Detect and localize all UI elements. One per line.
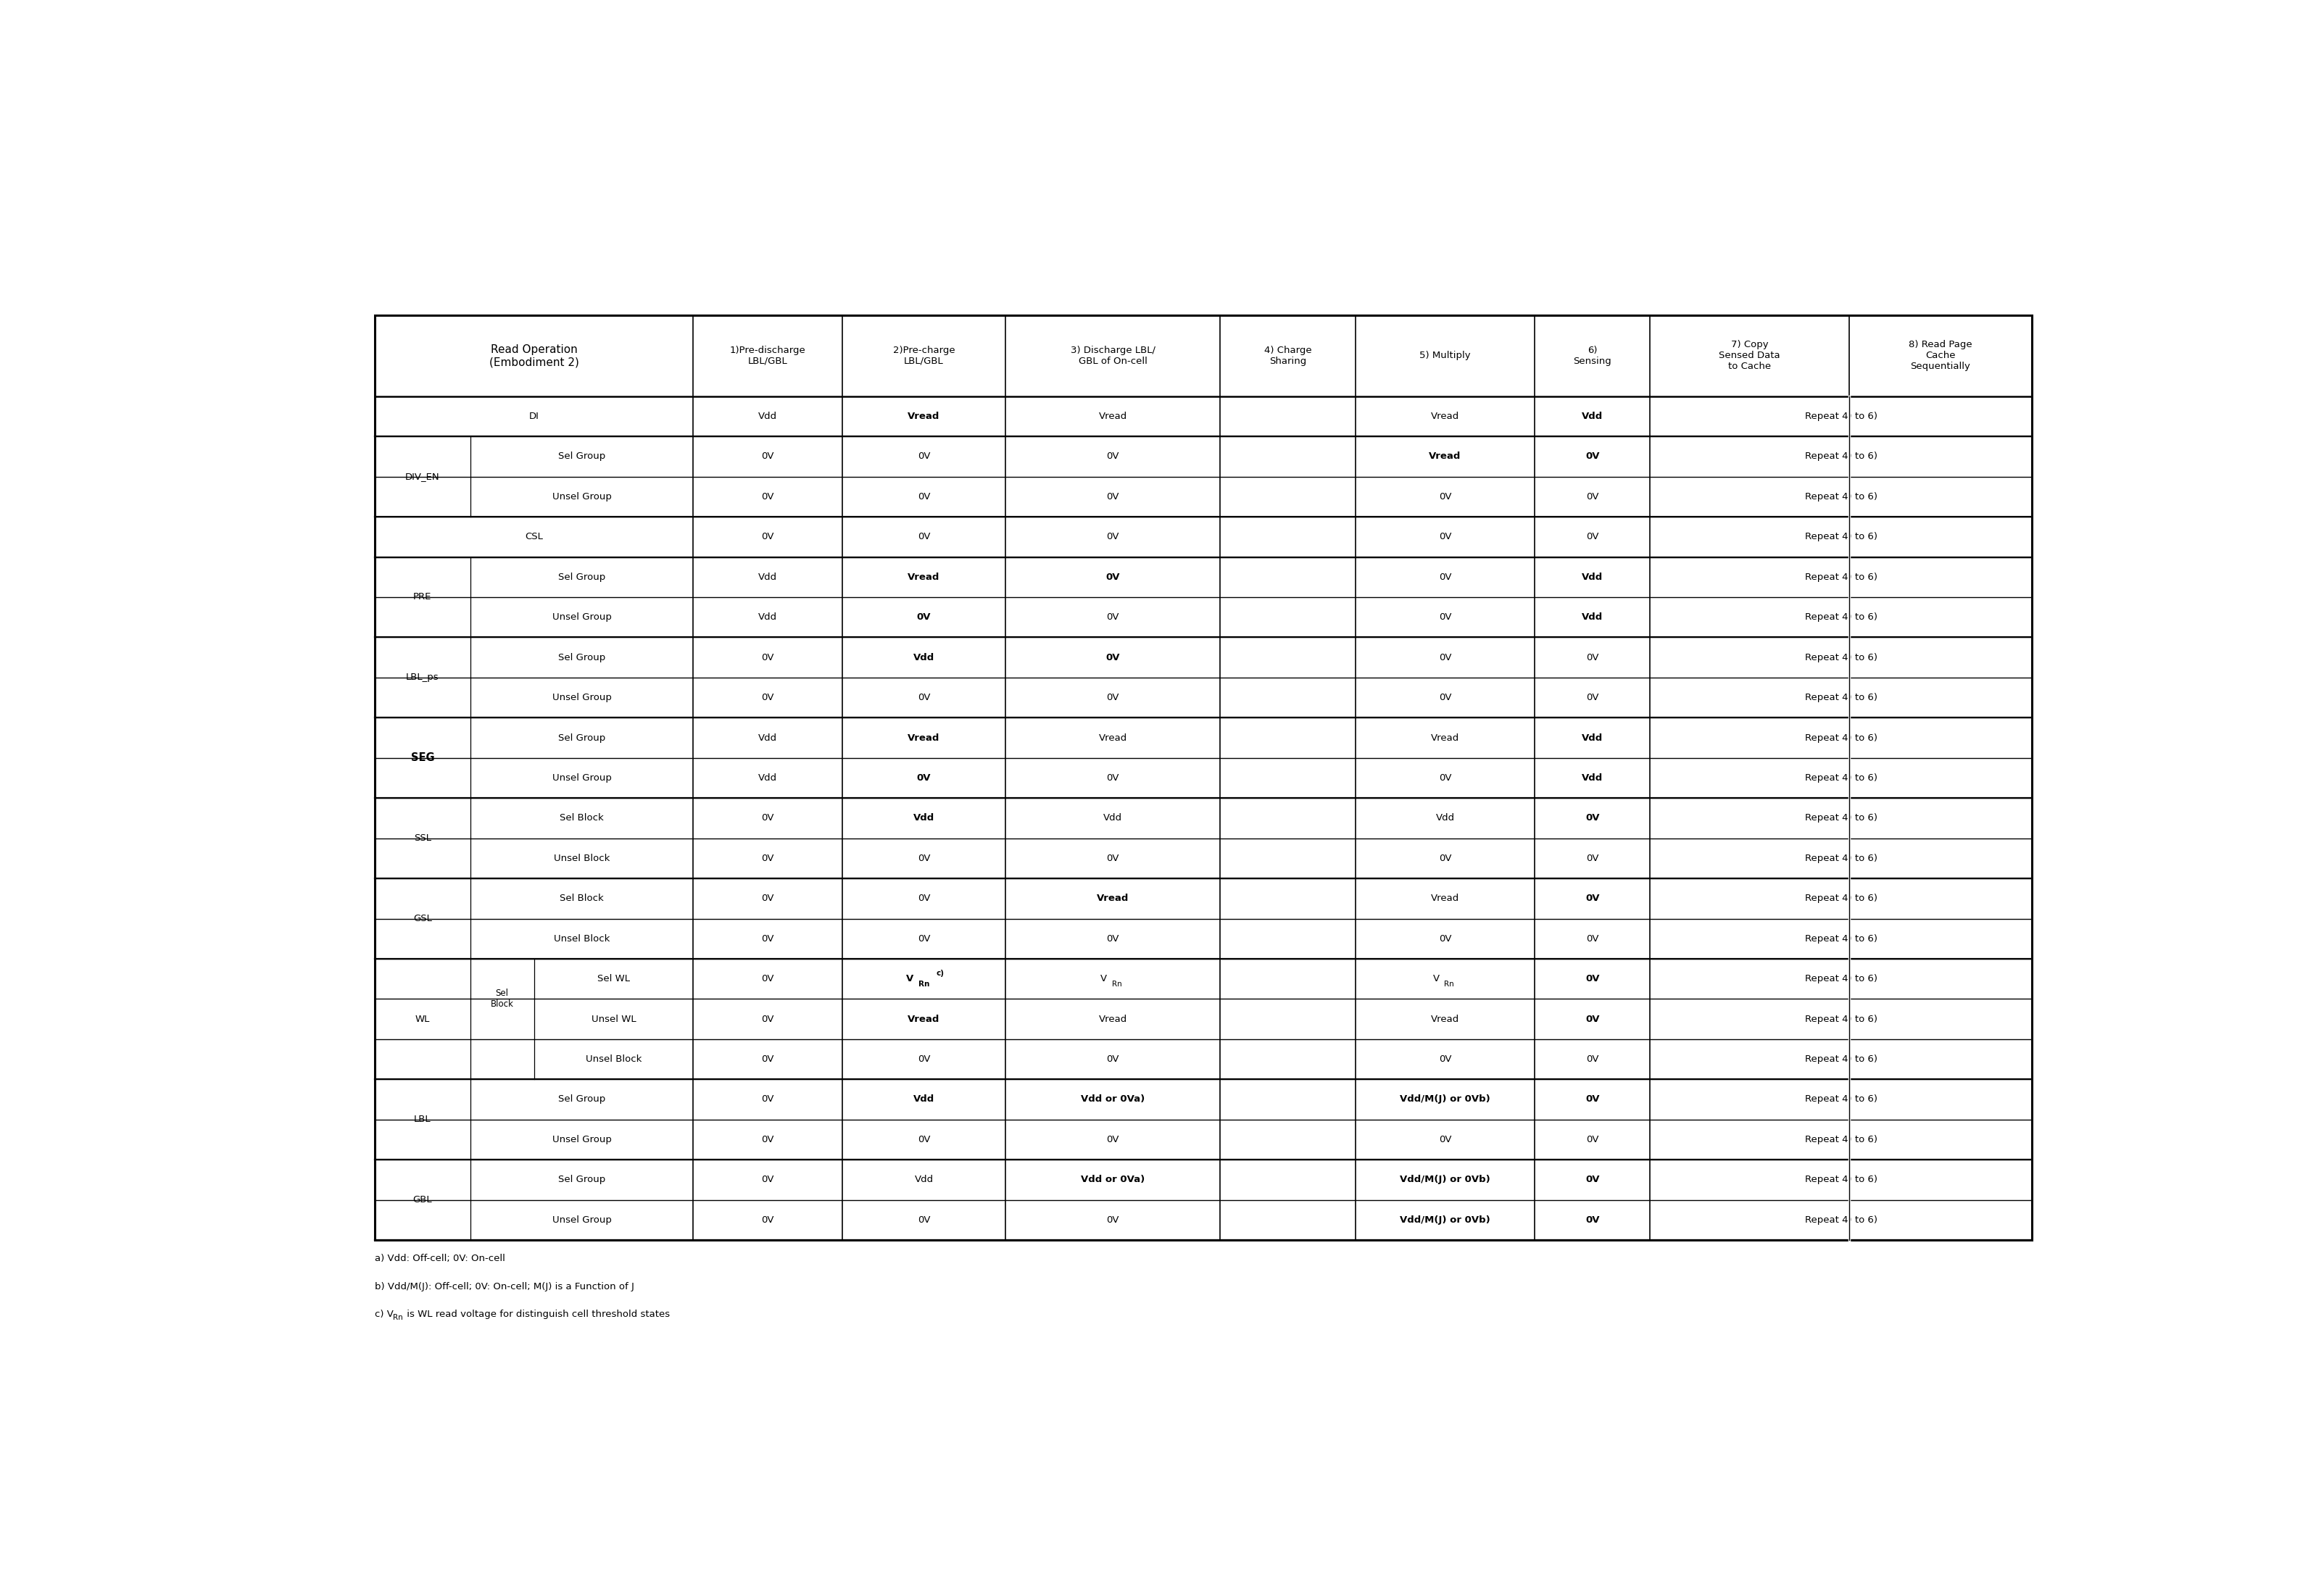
Text: Vdd: Vdd [758,733,776,743]
Text: 3) Discharge LBL/
GBL of On-cell: 3) Discharge LBL/ GBL of On-cell [1071,345,1155,366]
Text: 0V: 0V [762,853,774,863]
Text: PRE: PRE [414,593,432,602]
Text: Vdd or 0Va): Vdd or 0Va) [1081,1094,1146,1104]
Text: 0V: 0V [1585,853,1599,863]
Text: 0V: 0V [1439,612,1452,621]
Text: 0V: 0V [1106,934,1120,943]
Text: 0V: 0V [1439,934,1452,943]
Text: Sel Block: Sel Block [560,894,604,904]
Text: 0V: 0V [762,1094,774,1104]
Text: 7) Copy
Sensed Data
to Cache: 7) Copy Sensed Data to Cache [1720,341,1780,372]
Text: Vread: Vread [1099,733,1127,743]
Text: Repeat 4) to 6): Repeat 4) to 6) [1806,1055,1878,1064]
Text: Unsel Group: Unsel Group [553,1216,611,1225]
Text: c) V: c) V [374,1310,393,1320]
Text: 0V: 0V [1585,894,1599,904]
Text: 6)
Sensing: 6) Sensing [1573,345,1611,366]
Text: Vread: Vread [1432,412,1459,421]
Text: Sel
Block: Sel Block [490,989,514,1009]
Text: a) Vdd: Off-cell; 0V: On-cell: a) Vdd: Off-cell; 0V: On-cell [374,1254,504,1263]
Text: LBL: LBL [414,1115,430,1124]
Text: 0V: 0V [762,1014,774,1023]
Text: is WL read voltage for distinguish cell threshold states: is WL read voltage for distinguish cell … [404,1310,669,1320]
Text: Sel Group: Sel Group [558,1175,604,1184]
Text: Repeat 4) to 6): Repeat 4) to 6) [1806,1014,1878,1023]
Text: Unsel Group: Unsel Group [553,492,611,501]
Text: Vread: Vread [909,733,939,743]
Bar [374,315,2031,1240]
Text: 0V: 0V [1106,453,1120,460]
Text: Vread: Vread [909,412,939,421]
Text: Sel Group: Sel Group [558,453,604,460]
Text: Unsel Group: Unsel Group [553,692,611,702]
Text: Unsel Group: Unsel Group [553,612,611,621]
Text: Rn: Rn [1443,981,1455,989]
Text: Repeat 4) to 6): Repeat 4) to 6) [1806,853,1878,863]
Text: 0V: 0V [1585,814,1599,823]
Text: Vread: Vread [1097,894,1129,904]
Text: Repeat 4) to 6): Repeat 4) to 6) [1806,531,1878,541]
Text: 0V: 0V [1585,492,1599,501]
Text: 0V: 0V [762,934,774,943]
Text: b) Vdd/M(J): Off-cell; 0V: On-cell; M(J) is a Function of J: b) Vdd/M(J): Off-cell; 0V: On-cell; M(J)… [374,1282,634,1292]
Text: CSL: CSL [525,531,544,541]
Text: 0V: 0V [1585,692,1599,702]
Text: 8) Read Page
Cache
Sequentially: 8) Read Page Cache Sequentially [1908,341,1973,372]
Text: 0V: 0V [1585,1094,1599,1104]
Text: Sel WL: Sel WL [597,975,630,984]
Text: Repeat 4) to 6): Repeat 4) to 6) [1806,653,1878,662]
Text: Repeat 4) to 6): Repeat 4) to 6) [1806,773,1878,782]
Text: 0V: 0V [918,692,930,702]
Text: 0V: 0V [1585,1014,1599,1023]
Text: 0V: 0V [1106,1055,1120,1064]
Text: Repeat 4) to 6): Repeat 4) to 6) [1806,934,1878,943]
Text: 0V: 0V [1585,1055,1599,1064]
Text: 0V: 0V [762,653,774,662]
Text: 0V: 0V [918,453,930,460]
Text: 0V: 0V [762,453,774,460]
Text: 0V: 0V [1106,853,1120,863]
Text: Vdd: Vdd [1583,733,1604,743]
Text: 4) Charge
Sharing: 4) Charge Sharing [1264,345,1311,366]
Text: 0V: 0V [1439,773,1452,782]
Text: 0V: 0V [1106,572,1120,582]
Text: Repeat 4) to 6): Repeat 4) to 6) [1806,1135,1878,1145]
Text: Unsel WL: Unsel WL [590,1014,637,1023]
Text: Read Operation
(Embodiment 2): Read Operation (Embodiment 2) [488,344,579,367]
Text: Unsel Block: Unsel Block [553,853,609,863]
Text: Repeat 4) to 6): Repeat 4) to 6) [1806,453,1878,460]
Text: Vdd: Vdd [913,1175,934,1184]
Text: 0V: 0V [1106,612,1120,621]
Text: Sel Group: Sel Group [558,733,604,743]
Text: 0V: 0V [762,894,774,904]
Text: Vdd: Vdd [758,612,776,621]
Text: 0V: 0V [762,1175,774,1184]
Text: 0V: 0V [762,492,774,501]
Text: Repeat 4) to 6): Repeat 4) to 6) [1806,492,1878,501]
Text: Vread: Vread [909,1014,939,1023]
Text: Repeat 4) to 6): Repeat 4) to 6) [1806,975,1878,984]
Text: Vdd: Vdd [1583,412,1604,421]
Text: 0V: 0V [762,975,774,984]
Text: 0V: 0V [1585,453,1599,460]
Text: Vread: Vread [1099,1014,1127,1023]
Text: Vdd/M(J) or 0Vb): Vdd/M(J) or 0Vb) [1399,1175,1490,1184]
Text: Rn: Rn [918,981,930,989]
Text: 0V: 0V [1585,975,1599,984]
Text: Vdd or 0Va): Vdd or 0Va) [1081,1175,1146,1184]
Text: 0V: 0V [916,773,932,782]
Text: 0V: 0V [1585,1175,1599,1184]
Text: 0V: 0V [762,531,774,541]
Text: 0V: 0V [1439,853,1452,863]
Text: Vdd: Vdd [758,773,776,782]
Text: Vdd: Vdd [1583,773,1604,782]
Text: 0V: 0V [1439,1135,1452,1145]
Text: Repeat 4) to 6): Repeat 4) to 6) [1806,572,1878,582]
Text: 2)Pre-charge
LBL/GBL: 2)Pre-charge LBL/GBL [892,345,955,366]
Text: 0V: 0V [1585,653,1599,662]
Text: 0V: 0V [918,1216,930,1225]
Text: 0V: 0V [918,894,930,904]
Text: 0V: 0V [1106,692,1120,702]
Text: 0V: 0V [918,531,930,541]
Text: Sel Group: Sel Group [558,1094,604,1104]
